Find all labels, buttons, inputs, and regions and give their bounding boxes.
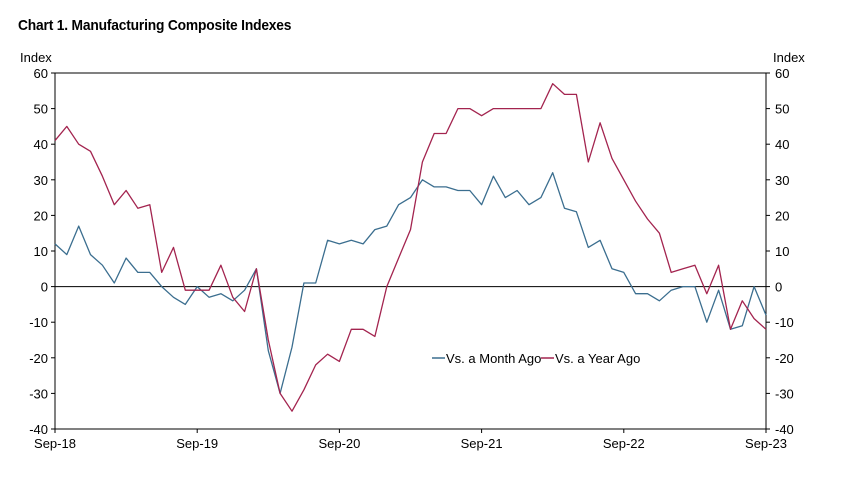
y-tick-label-left: 40 xyxy=(34,137,48,152)
x-tick-label: Sep-20 xyxy=(318,436,360,451)
x-tick-label: Sep-21 xyxy=(461,436,503,451)
series-line-year-ago xyxy=(54,83,767,412)
y-tick-label-right: 20 xyxy=(775,208,789,223)
y-tick-label-left: 20 xyxy=(34,208,48,223)
left-y-axis: 60 50 40 30 20 10 0 -10 -20 -30 -40 xyxy=(29,66,55,437)
x-tick-label: Sep-23 xyxy=(745,436,787,451)
x-tick-label: Sep-18 xyxy=(34,436,76,451)
x-tick-label: Sep-19 xyxy=(176,436,218,451)
x-tick-label: Sep-22 xyxy=(603,436,645,451)
y-tick-label-right: 60 xyxy=(775,66,789,81)
y-tick-label-left: 30 xyxy=(34,173,48,188)
y-tick-label-right: -40 xyxy=(775,422,794,437)
y-tick-label-right: -20 xyxy=(775,351,794,366)
left-axis-unit-label: Index xyxy=(20,50,52,65)
y-tick-label-right: 30 xyxy=(775,173,789,188)
chart-title: Chart 1. Manufacturing Composite Indexes xyxy=(18,17,292,34)
y-tick-label-right: 0 xyxy=(775,280,782,295)
y-tick-label-right: 40 xyxy=(775,137,789,152)
y-tick-label-right: 50 xyxy=(775,102,789,117)
legend-item-year-ago-label: Vs. a Year Ago xyxy=(555,351,640,366)
y-tick-label-right: 10 xyxy=(775,244,789,259)
x-axis: Sep-18 Sep-19 Sep-20 Sep-21 Sep-22 Sep-23 xyxy=(34,429,787,451)
legend: Vs. a Month Ago Vs. a Year Ago xyxy=(432,351,640,366)
y-tick-label-left: 60 xyxy=(34,66,48,81)
y-tick-label-left: -40 xyxy=(29,422,48,437)
plot-area xyxy=(54,72,767,430)
y-tick-label-left: 50 xyxy=(34,102,48,117)
series-line-month-ago xyxy=(54,172,767,395)
right-axis-unit-label: Index xyxy=(773,50,805,65)
legend-item-month-ago-label: Vs. a Month Ago xyxy=(446,351,541,366)
plot-border xyxy=(54,72,767,430)
series-lines xyxy=(54,83,767,412)
y-tick-label-left: 10 xyxy=(34,244,48,259)
y-tick-label-right: -30 xyxy=(775,386,794,401)
y-tick-label-left: -30 xyxy=(29,386,48,401)
y-tick-label-right: -10 xyxy=(775,315,794,330)
right-y-axis: 60 50 40 30 20 10 0 -10 -20 -30 -40 xyxy=(766,66,794,437)
y-tick-label-left: -10 xyxy=(29,315,48,330)
y-tick-label-left: 0 xyxy=(41,280,48,295)
y-tick-label-left: -20 xyxy=(29,351,48,366)
